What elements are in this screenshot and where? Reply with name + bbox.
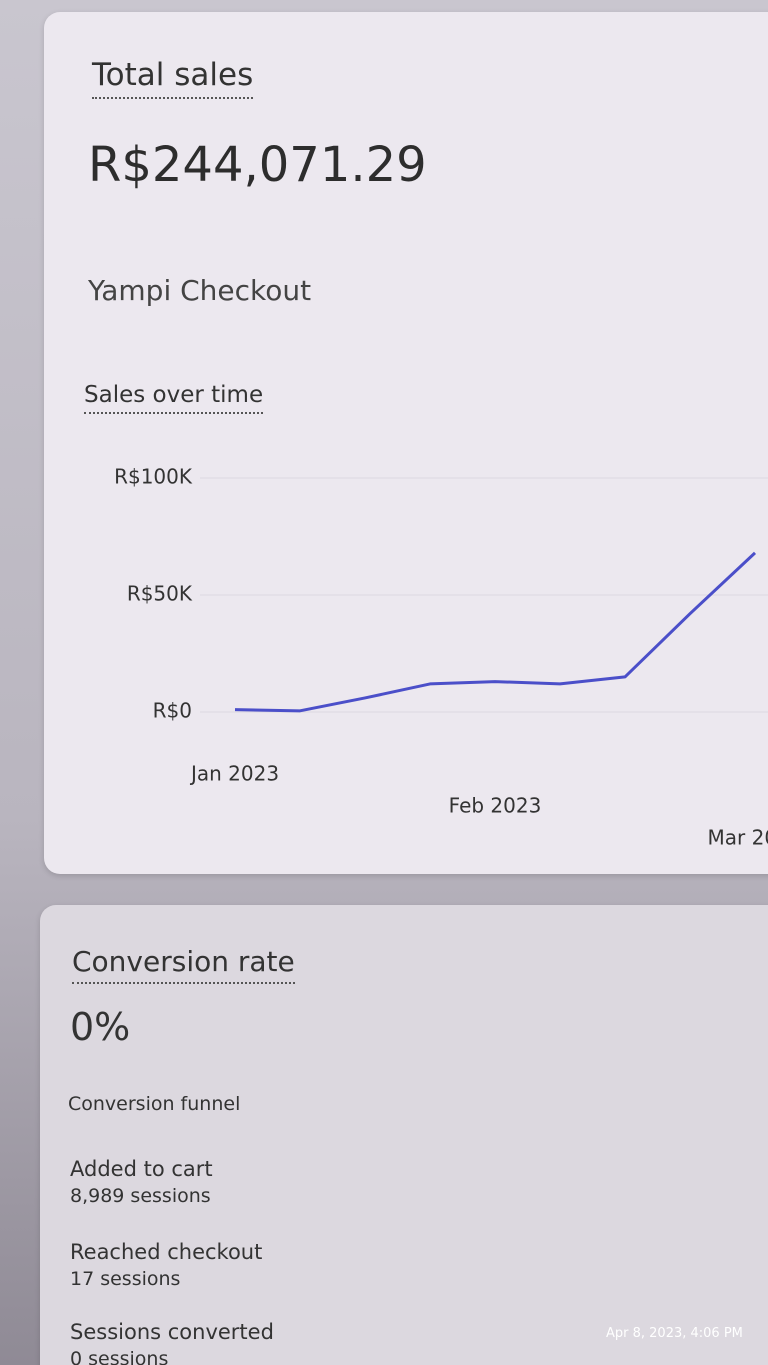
card-title: Conversion rate	[72, 945, 295, 984]
step-label: Reached checkout	[70, 1240, 263, 1264]
step-sessions: 17 sessions	[70, 1268, 181, 1290]
conversion-card: Conversion rate 0% Conversion funnel Add…	[40, 905, 768, 1365]
total-amount: R$244,071.29	[88, 137, 427, 193]
source-label: Yampi Checkout	[88, 274, 312, 307]
step-sessions: 8,989 sessions	[70, 1185, 211, 1207]
y-tick-label: R$0	[153, 699, 192, 723]
step-label: Sessions converted	[70, 1320, 274, 1344]
step-label: Added to cart	[70, 1157, 213, 1181]
chart: R$0 R$50K R$100K Jan 2023 Feb 2023 Mar 2023	[114, 465, 768, 850]
total-sales-card: Total sales R$244,071.29 Yampi Checkout …	[44, 12, 768, 874]
y-tick-label: R$100K	[114, 465, 193, 489]
y-tick-label: R$50K	[127, 582, 193, 606]
x-tick-label: Mar 2023	[708, 826, 768, 850]
x-tick-label: Feb 2023	[449, 794, 542, 818]
conversion-rate: 0%	[70, 1005, 131, 1049]
step-sessions: 0 sessions	[70, 1348, 169, 1365]
funnel-title: Conversion funnel	[68, 1093, 241, 1115]
timestamp: Apr 8, 2023, 4:06 PM	[606, 1326, 743, 1341]
chart-title: Sales over time	[84, 382, 264, 414]
card-title: Total sales	[92, 57, 254, 99]
x-tick-label: Jan 2023	[189, 762, 279, 786]
line	[234, 551, 757, 713]
